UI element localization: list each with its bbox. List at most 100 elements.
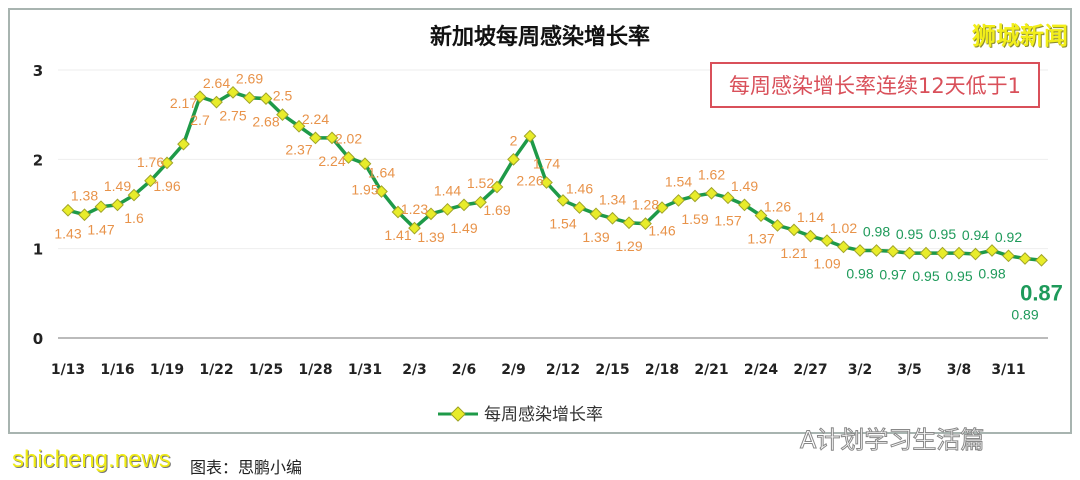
data-label: 1.28 [632,197,659,213]
data-label: 1.54 [665,173,692,189]
data-point [622,216,636,230]
data-label: 0.97 [879,266,906,282]
data-point [507,152,520,166]
data-label: 2.5 [273,88,293,104]
x-tick-label: 3/5 [897,362,922,378]
x-tick-label: 2/15 [595,362,629,378]
data-label: 1.49 [450,220,477,236]
data-point [243,91,256,105]
data-label: 1.44 [434,182,461,198]
data-point [474,195,487,209]
data-point [886,244,900,258]
data-label: 1.23 [401,201,428,217]
data-point [78,208,91,222]
x-tick-label: 1/16 [100,362,134,378]
data-label: 2.02 [335,131,362,147]
chart-title: 新加坡每周感染增长率 [430,24,650,50]
data-label: 1.14 [797,209,824,225]
data-label: 1.09 [813,256,840,272]
data-label: 0.94 [962,227,989,243]
watermark-site: shicheng.news [12,446,171,473]
data-label: 2.24 [302,111,329,127]
data-point [424,207,438,221]
data-point [688,189,702,203]
legend: 每周感染增长率 [438,405,603,425]
x-tick-label: 2/24 [744,362,779,378]
data-label: 0.98 [863,223,890,239]
data-label: 2.7 [190,112,210,128]
data-label: 1.76 [137,154,164,170]
data-point [226,85,240,99]
data-point [342,151,355,164]
data-label: 1.38 [71,188,98,204]
data-label: 1.49 [731,178,758,194]
data-label: 1.41 [384,227,411,243]
data-point [936,246,949,260]
y-tick-label: 1 [33,241,43,259]
x-tick-label: 2/9 [501,362,526,378]
data-point [177,137,190,151]
data-point [375,185,388,198]
watermark-logo: 狮城新闻 [972,22,1068,50]
data-label: 1.62 [698,166,725,182]
x-tick-label: 2/3 [402,362,427,378]
y-tick-label: 2 [33,151,43,169]
data-label: 1.37 [747,231,774,247]
data-point [391,205,405,219]
data-point [61,203,75,217]
data-point [672,194,685,207]
data-label: 1.26 [764,198,791,214]
data-point [903,246,916,260]
data-point [259,92,273,105]
data-point [94,200,108,214]
x-tick-label: 1/25 [249,362,283,378]
legend-label: 每周感染增长率 [484,405,603,425]
data-point [705,186,718,200]
data-point [952,246,966,260]
data-label: 0.95 [912,268,939,284]
x-tick-label: 1/28 [298,362,332,378]
data-label: 2.64 [203,75,230,91]
data-label: 1.43 [54,225,81,241]
data-point [787,223,801,237]
data-label: 2.68 [252,114,279,130]
x-tick-label: 1/31 [348,362,382,378]
data-point [309,131,322,145]
data-point [771,219,784,232]
x-tick-label: 2/18 [645,362,679,378]
data-label: 1.49 [104,178,131,194]
data-point [655,201,669,214]
x-tick-label: 2/27 [793,362,827,378]
data-label: 0.87 [1020,280,1063,305]
x-tick-label: 1/22 [199,362,233,378]
data-point [276,108,289,122]
data-label: 1.96 [153,178,180,194]
data-point [408,221,421,235]
data-point [441,202,454,216]
data-label: 1.64 [368,164,395,180]
data-label: 2.24 [318,153,345,169]
data-point [556,194,570,207]
data-label: 1.34 [599,191,626,207]
data-label: 2.17 [170,95,197,111]
data-label: 1.52 [467,175,494,191]
data-point [111,198,124,212]
data-label: 2 [510,132,518,148]
data-point [754,209,768,222]
data-point [457,198,471,212]
data-label: 2.37 [285,141,312,157]
data-label: 1.02 [830,220,857,236]
data-point [969,247,982,261]
data-point [870,244,883,257]
data-point [721,191,735,205]
y-tick-label: 3 [33,62,43,80]
data-label: 1.29 [615,238,642,254]
x-tick-label: 2/21 [694,362,728,378]
data-point [193,90,207,104]
data-label: 1.95 [351,181,378,197]
data-label: 1.47 [87,222,114,238]
data-point [573,201,586,214]
data-label: 0.95 [929,226,956,242]
annotation-box: 每周感染增长率连续12天低于1 [710,62,1040,108]
data-label: 1.6 [124,210,144,226]
